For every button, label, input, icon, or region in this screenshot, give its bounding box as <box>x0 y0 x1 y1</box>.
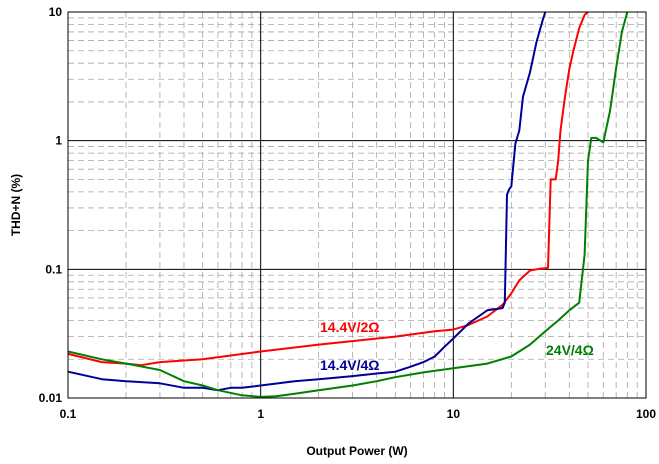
y-tick-label: 1 <box>55 134 62 148</box>
x-tick-label: 100 <box>636 407 656 421</box>
y-tick-labels: 0.01 0.1 1 10 <box>39 5 63 405</box>
y-tick-label: 0.01 <box>39 391 63 405</box>
series-label-14v4-2ohm: 14.4V/2Ω <box>320 319 380 335</box>
y-tick-label: 10 <box>49 5 63 19</box>
y-tick-label: 0.1 <box>45 262 62 276</box>
series-line-2 <box>67 11 629 398</box>
series-label-14v4-4ohm: 14.4V/4Ω <box>320 357 380 373</box>
plot-frame <box>67 11 647 399</box>
y-axis-title: THD+N (%) <box>9 174 23 236</box>
x-tick-labels: 0.1 1 10 100 <box>60 407 657 421</box>
x-tick-label: 1 <box>257 407 264 421</box>
x-tick-label: 10 <box>447 407 461 421</box>
series-line-0 <box>67 11 589 367</box>
series-label-24v-4ohm: 24V/4Ω <box>546 342 594 358</box>
series-line-1 <box>67 11 547 392</box>
x-axis-title: Output Power (W) <box>306 444 407 458</box>
x-tick-label: 0.1 <box>60 407 77 421</box>
series-lines <box>67 11 629 398</box>
